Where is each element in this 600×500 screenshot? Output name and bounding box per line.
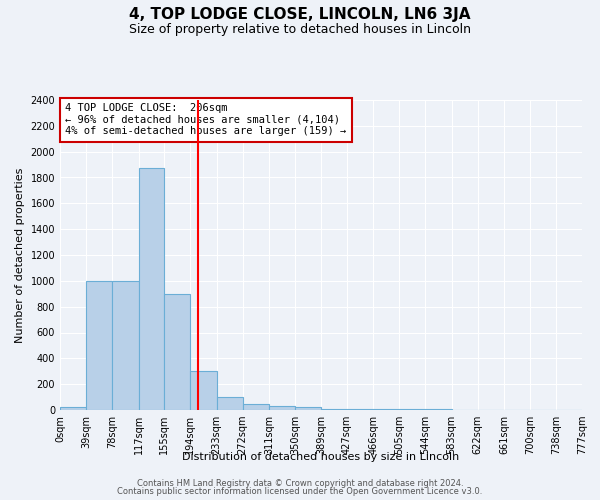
Text: Contains HM Land Registry data © Crown copyright and database right 2024.: Contains HM Land Registry data © Crown c…	[137, 478, 463, 488]
Bar	[295, 408, 322, 410]
Bar	[86, 281, 112, 410]
Bar	[269, 406, 295, 410]
Text: Contains public sector information licensed under the Open Government Licence v3: Contains public sector information licen…	[118, 487, 482, 496]
Bar	[60, 408, 86, 410]
Bar	[243, 404, 269, 410]
Bar	[164, 294, 190, 410]
Bar	[322, 408, 347, 410]
Text: Size of property relative to detached houses in Lincoln: Size of property relative to detached ho…	[129, 22, 471, 36]
Bar	[217, 397, 243, 410]
Text: Distribution of detached houses by size in Lincoln: Distribution of detached houses by size …	[182, 452, 460, 462]
Text: 4 TOP LODGE CLOSE:  206sqm
← 96% of detached houses are smaller (4,104)
4% of se: 4 TOP LODGE CLOSE: 206sqm ← 96% of detac…	[65, 103, 346, 136]
Y-axis label: Number of detached properties: Number of detached properties	[15, 168, 25, 342]
Bar	[347, 408, 373, 410]
Bar	[190, 371, 217, 410]
Text: 4, TOP LODGE CLOSE, LINCOLN, LN6 3JA: 4, TOP LODGE CLOSE, LINCOLN, LN6 3JA	[129, 8, 471, 22]
Bar	[112, 281, 139, 410]
Bar	[139, 168, 164, 410]
